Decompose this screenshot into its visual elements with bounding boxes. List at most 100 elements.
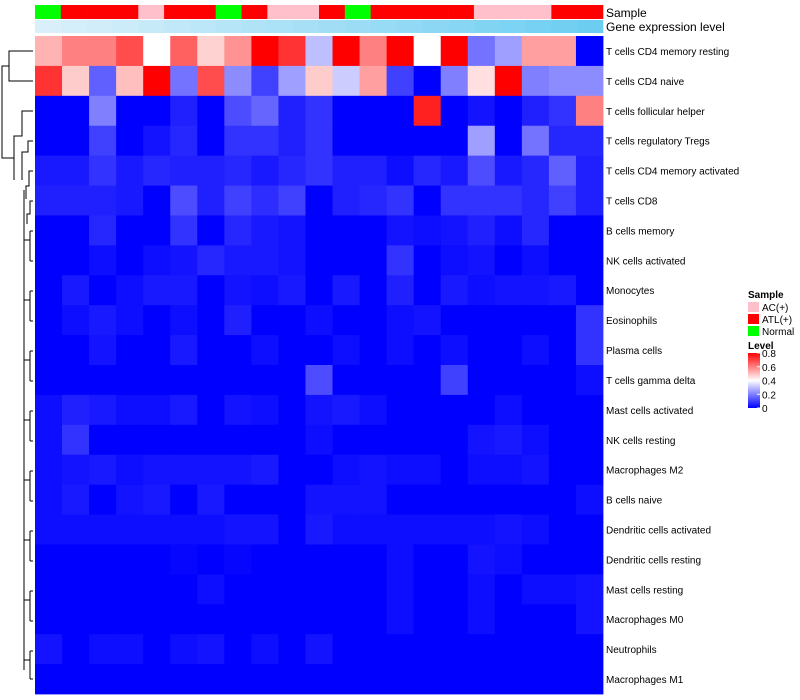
gene-expression-annotation-cell [473, 20, 501, 33]
heatmap-cell [251, 95, 279, 127]
heatmap-cell [170, 95, 198, 127]
heatmap-cell [62, 95, 90, 127]
heatmap-cell [62, 185, 90, 216]
heatmap-cell [332, 394, 360, 426]
gene-expression-annotation-label: Gene expression level [606, 20, 725, 34]
heatmap-cell [143, 604, 171, 635]
heatmap-cell [197, 574, 225, 605]
heatmap-cell [467, 335, 496, 366]
heatmap-cell [278, 394, 306, 426]
heatmap-cell [548, 125, 577, 157]
heatmap-cell [332, 185, 360, 216]
heatmap-cell [440, 604, 469, 635]
heatmap-cell [413, 185, 442, 216]
heatmap-cell [89, 634, 117, 665]
heatmap-cell [143, 365, 171, 396]
heatmap-cell [413, 604, 442, 635]
heatmap-cell [89, 275, 117, 306]
heatmap-cell [494, 424, 523, 456]
heatmap-cell [440, 335, 469, 366]
heatmap-cell [35, 664, 63, 695]
heatmap-cell [359, 155, 388, 186]
heatmap-cell [35, 95, 63, 127]
heatmap-cell [548, 664, 577, 695]
heatmap-cell [89, 36, 117, 67]
heatmap-cell [35, 125, 63, 157]
legend-sample-swatch [748, 314, 759, 324]
heatmap-cell [305, 574, 333, 605]
heatmap-cell [386, 335, 415, 366]
heatmap-cell [251, 604, 279, 635]
heatmap-cell [386, 394, 415, 426]
dendrogram-branch-tregs [21, 140, 33, 180]
heatmap-cell [440, 424, 469, 456]
legend-sample-swatch [748, 302, 759, 312]
heatmap-cell [89, 394, 117, 426]
heatmap-cell [278, 215, 306, 246]
heatmap-cell [440, 365, 469, 396]
heatmap-cell [359, 664, 388, 695]
heatmap-cell [359, 335, 388, 366]
sample-annotation-bar [35, 5, 604, 19]
heatmap-cell [305, 305, 333, 336]
heatmap-cell [440, 574, 469, 605]
sample-annotation-cell [164, 5, 191, 19]
heatmap-cell [413, 215, 442, 246]
heatmap-cell [548, 305, 577, 336]
heatmap-cell [413, 155, 442, 186]
heatmap-cell [521, 544, 550, 575]
heatmap-cell [467, 365, 496, 396]
dendrogram-branch-low-rows [24, 239, 30, 661]
heatmap-cell [332, 245, 360, 276]
gene-expression-annotation-cell [551, 20, 578, 33]
heatmap-cell [359, 305, 388, 336]
heatmap-cell [467, 634, 496, 665]
heatmap-cell [197, 275, 225, 306]
row-label: NK cells activated [606, 256, 685, 267]
heatmap-cell [197, 544, 225, 575]
heatmap-cell [494, 36, 523, 67]
heatmap-cell [440, 155, 469, 186]
heatmap-cell [62, 604, 90, 635]
heatmap-cell [413, 65, 442, 97]
heatmap-cell [278, 544, 306, 575]
heatmap-cell [62, 514, 90, 545]
heatmap-cell [548, 454, 577, 486]
heatmap-cell [521, 424, 550, 456]
row-label: B cells memory [606, 226, 674, 237]
heatmap-cell [467, 95, 496, 127]
heatmap-cell [575, 185, 604, 216]
heatmap-cell [35, 36, 63, 67]
heatmap-cell [251, 245, 279, 276]
heatmap-cell [548, 514, 577, 545]
heatmap-cell [575, 514, 604, 545]
heatmap-cell [359, 604, 388, 635]
sample-annotation-cell [422, 5, 449, 19]
heatmap-cell [467, 215, 496, 246]
heatmap-cell [62, 36, 90, 67]
heatmap-cell [278, 664, 306, 695]
heatmap-cell [521, 634, 550, 665]
heatmap-cell [143, 36, 171, 67]
heatmap-cell [494, 65, 523, 97]
heatmap-cell [413, 394, 442, 426]
heatmap-cell [35, 245, 63, 276]
heatmap-cell [494, 664, 523, 695]
row-label: T cells gamma delta [606, 376, 696, 387]
heatmap-cell [494, 574, 523, 605]
sample-annotation-cell [86, 5, 113, 19]
heatmap-cell [170, 125, 198, 157]
heatmap-cell [386, 664, 415, 695]
heatmap-cell [89, 484, 117, 515]
heatmap-cell [305, 634, 333, 665]
row-label: T cells CD8 [606, 197, 658, 208]
heatmap-cell [305, 424, 333, 456]
heatmap-cell [143, 574, 171, 605]
heatmap-cell [116, 365, 144, 396]
sample-annotation-cell [241, 5, 268, 19]
heatmap-cell [278, 125, 306, 157]
sample-annotation-cell [293, 5, 320, 19]
gene-expression-annotation-cell [370, 20, 397, 33]
heatmap-cell [251, 454, 279, 486]
heatmap-cell [89, 245, 117, 276]
